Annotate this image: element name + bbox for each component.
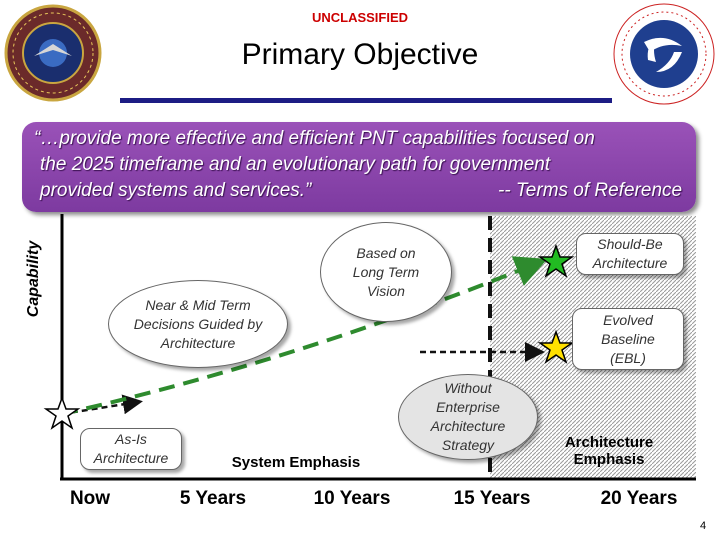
evolved-baseline-callout: Evolved Baseline (EBL) <box>572 308 684 370</box>
quote-source: -- Terms of Reference <box>498 180 683 201</box>
title-divider <box>120 98 612 103</box>
without-strategy-callout: Without Enterprise Architecture Strategy <box>398 374 538 460</box>
dot-seal-logo <box>612 2 716 106</box>
x-tick-5-years: 5 Years <box>179 488 247 509</box>
architecture-path <box>61 256 548 416</box>
quote-line-3: provided systems and services.” <box>40 180 312 201</box>
architecture-emphasis-label: Architecture Emphasis <box>564 434 654 468</box>
quote-line-1: “…provide more effective and efficient P… <box>34 128 595 149</box>
page-title: Primary Objective <box>241 38 479 71</box>
system-emphasis-label: System Emphasis <box>231 454 361 471</box>
x-tick-20-years: 20 Years <box>600 488 678 509</box>
nsso-seal-logo <box>4 4 102 102</box>
x-tick-10-years: 10 Years <box>313 488 391 509</box>
classification-banner: UNCLASSIFIED <box>311 10 409 25</box>
should-be-star-icon <box>537 243 575 278</box>
as-is-callout: As-Is Architecture <box>80 428 182 470</box>
quote-banner <box>22 122 696 212</box>
quote-line-2: the 2025 timeframe and an evolutionary p… <box>40 154 551 175</box>
long-term-callout: Based on Long Term Vision <box>320 222 452 322</box>
page-number: 4 <box>700 520 707 532</box>
should-be-callout: Should-Be Architecture <box>576 233 684 275</box>
as-is-star-icon <box>43 395 81 430</box>
x-tick-now: Now <box>69 488 111 509</box>
y-axis-label: Capability <box>25 240 42 318</box>
near-mid-callout: Near & Mid Term Decisions Guided by Arch… <box>108 280 288 368</box>
x-tick-15-years: 15 Years <box>453 488 531 509</box>
ebl-star-icon <box>537 329 575 364</box>
